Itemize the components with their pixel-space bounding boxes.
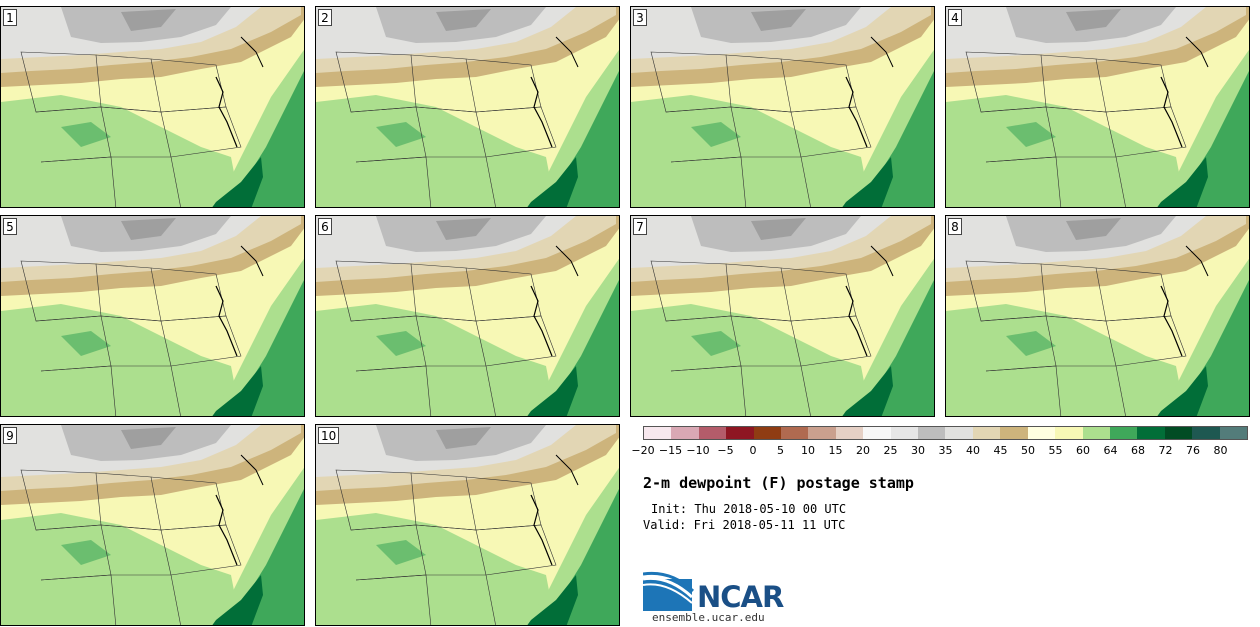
dewpoint-map xyxy=(316,425,619,625)
member-number: 6 xyxy=(318,218,332,235)
colorbar-tick-label: 15 xyxy=(828,444,843,457)
member-panel: 10 xyxy=(315,424,620,626)
colorbar-swatch xyxy=(1164,427,1193,439)
colorbar-tick-label: 45 xyxy=(993,444,1008,457)
colorbar-swatch xyxy=(1219,427,1247,439)
colorbar-tick-label: 68 xyxy=(1131,444,1145,457)
colorbar-tick-label: −15 xyxy=(658,444,683,457)
init-time: Init: Thu 2018-05-10 00 UTC xyxy=(651,502,847,516)
member-number: 8 xyxy=(948,218,962,235)
member-panel: 2 xyxy=(315,6,620,208)
member-panel: 8 xyxy=(945,215,1250,417)
member-number: 2 xyxy=(318,9,332,26)
colorbar-tick-label: 50 xyxy=(1021,444,1035,457)
colorbar-swatch xyxy=(644,427,672,439)
member-number: 3 xyxy=(633,9,647,26)
colorbar-swatch xyxy=(1000,427,1028,439)
dewpoint-map xyxy=(1,216,304,416)
colorbar-tick-label: 0 xyxy=(749,444,757,457)
colorbar-swatch xyxy=(753,427,782,439)
colorbar xyxy=(643,426,1248,440)
colorbar-swatch xyxy=(918,427,946,439)
member-number: 7 xyxy=(633,218,647,235)
dewpoint-map xyxy=(946,216,1249,416)
member-number: 10 xyxy=(318,427,340,444)
dewpoint-map xyxy=(316,216,619,416)
colorbar-swatch xyxy=(1109,427,1138,439)
dewpoint-map xyxy=(316,7,619,207)
ncar-logo-text: NCAR xyxy=(697,580,784,614)
colorbar-tick-label: 76 xyxy=(1186,444,1200,457)
ncar-logo-icon xyxy=(643,571,695,611)
colorbar-tick-label: 80 xyxy=(1213,444,1228,457)
colorbar-swatch xyxy=(671,427,699,439)
colorbar-tick-label: 10 xyxy=(801,444,815,457)
colorbar-tick-label: −20 xyxy=(631,444,655,457)
dewpoint-map xyxy=(1,425,304,625)
colorbar-swatch xyxy=(835,427,864,439)
colorbar-swatch xyxy=(1192,427,1220,439)
member-number: 1 xyxy=(3,9,17,26)
valid-time: Valid: Fri 2018-05-11 11 UTC xyxy=(643,518,846,532)
colorbar-swatch xyxy=(945,427,973,439)
colorbar-tick-label: 40 xyxy=(966,444,980,457)
site-url: ensemble.ucar.edu xyxy=(652,611,765,624)
colorbar-tick-label: −10 xyxy=(686,444,710,457)
colorbar-swatch xyxy=(808,427,836,439)
member-number: 5 xyxy=(3,218,17,235)
colorbar-swatch xyxy=(890,427,919,439)
member-panel: 7 xyxy=(630,215,935,417)
colorbar-ticks: −20 −15 −10 −5 0 5 10 15 20 25 30 35 40 45 50 55 60 64 68 7… xyxy=(631,444,1248,458)
colorbar-tick-label: 60 xyxy=(1076,444,1090,457)
colorbar-swatch xyxy=(698,427,727,439)
member-panel: 4 xyxy=(945,6,1250,208)
colorbar-tick-label: 25 xyxy=(883,444,898,457)
dewpoint-map xyxy=(631,216,934,416)
colorbar-swatch xyxy=(781,427,809,439)
dewpoint-map xyxy=(1,7,304,207)
colorbar-tick-label: 30 xyxy=(911,444,925,457)
member-panel: 6 xyxy=(315,215,620,417)
colorbar-swatch xyxy=(972,427,1001,439)
colorbar-tick-label: 20 xyxy=(856,444,870,457)
colorbar-swatch xyxy=(1137,427,1165,439)
member-panel: 1 xyxy=(0,6,305,208)
member-panel: 9 xyxy=(0,424,305,626)
colorbar-swatch xyxy=(1055,427,1083,439)
member-panel: 5 xyxy=(0,215,305,417)
member-number: 4 xyxy=(948,9,962,26)
colorbar-swatch xyxy=(726,427,754,439)
colorbar-swatch xyxy=(1082,427,1110,439)
colorbar-tick-label: 72 xyxy=(1158,444,1173,457)
colorbar-swatch xyxy=(1027,427,1056,439)
dewpoint-map xyxy=(946,7,1249,207)
colorbar-tick-label: 5 xyxy=(777,444,784,457)
figure-title: 2-m dewpoint (F) postage stamp xyxy=(643,474,914,492)
member-number: 9 xyxy=(3,427,17,444)
member-panel: 3 xyxy=(630,6,935,208)
colorbar-tick-label: 64 xyxy=(1103,444,1118,457)
colorbar-tick-label: 35 xyxy=(938,444,953,457)
colorbar-tick-label: 55 xyxy=(1048,444,1063,457)
dewpoint-map xyxy=(631,7,934,207)
colorbar-tick-label: −5 xyxy=(717,444,734,457)
colorbar-swatch xyxy=(863,427,891,439)
